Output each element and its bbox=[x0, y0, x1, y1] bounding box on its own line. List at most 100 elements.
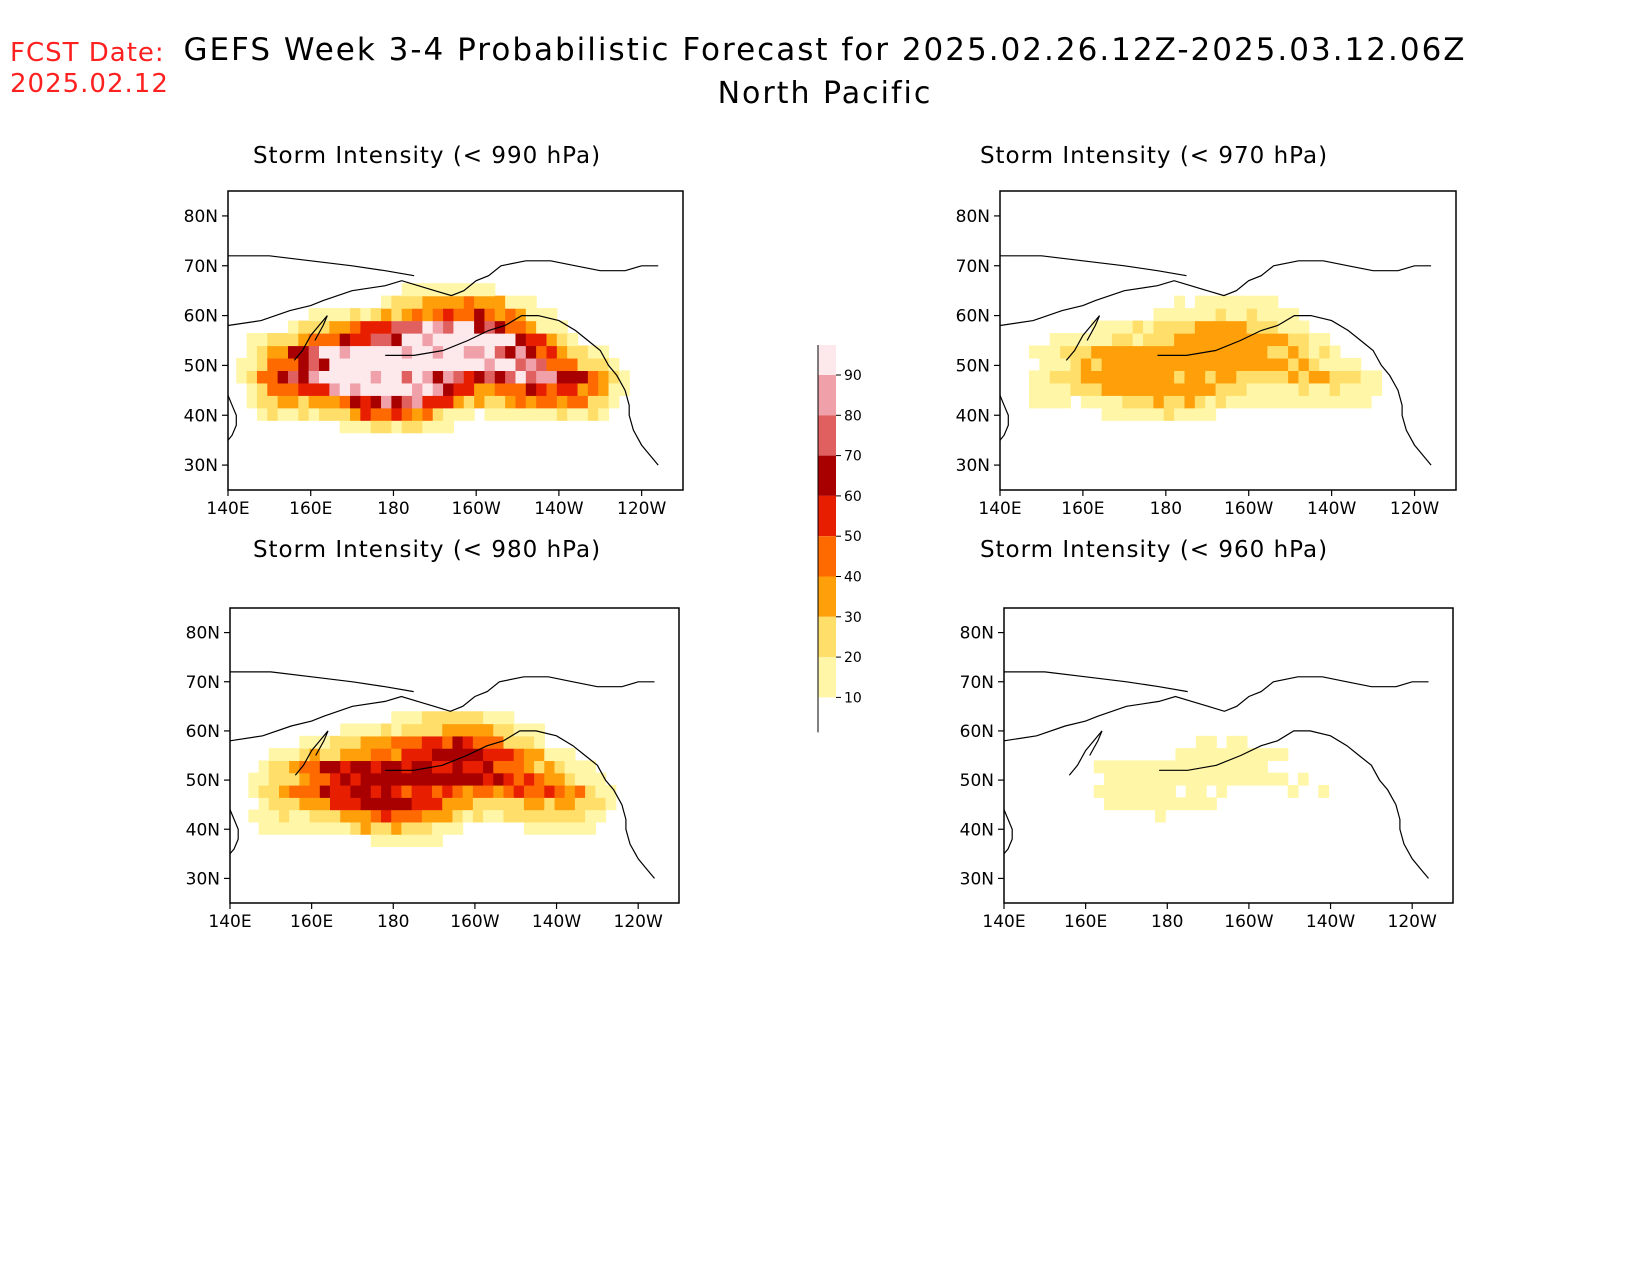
heat-cell bbox=[1111, 320, 1123, 334]
heat-cell bbox=[360, 772, 372, 786]
colorbar-top-cap bbox=[818, 345, 836, 375]
heat-cell bbox=[483, 748, 494, 762]
heat-cell bbox=[493, 711, 505, 725]
heat-cell bbox=[350, 407, 361, 421]
y-tick-label: 30N bbox=[184, 456, 218, 476]
heat-cell bbox=[422, 283, 434, 297]
heat-cell bbox=[442, 760, 454, 774]
heat-cell bbox=[484, 295, 496, 309]
heat-cell bbox=[391, 772, 403, 786]
heat-cell bbox=[421, 809, 433, 823]
heat-cell bbox=[278, 785, 290, 798]
heat-cell bbox=[401, 295, 413, 309]
heat-cell bbox=[422, 395, 434, 409]
heat-cell bbox=[319, 382, 330, 396]
heat-cell bbox=[1029, 345, 1040, 359]
heat-cell bbox=[370, 748, 382, 762]
colorbar-bin bbox=[818, 495, 836, 537]
colorbar-bin bbox=[818, 536, 836, 577]
heat-cell bbox=[370, 320, 382, 334]
heat-cell bbox=[412, 420, 424, 434]
heat-cell bbox=[1236, 370, 1248, 384]
heat-cell bbox=[401, 395, 413, 409]
heat-cell bbox=[432, 420, 444, 434]
heat-cell bbox=[505, 320, 517, 334]
heat-cell bbox=[1163, 308, 1175, 322]
heat-cell bbox=[1175, 760, 1187, 774]
heat-field-2 bbox=[248, 711, 617, 848]
heat-cell bbox=[474, 308, 486, 322]
heat-cell bbox=[534, 809, 545, 823]
heat-cell bbox=[1143, 320, 1154, 334]
heat-cell bbox=[360, 370, 372, 384]
heat-cell bbox=[1143, 333, 1154, 347]
heat-cell bbox=[472, 735, 484, 749]
heat-cell bbox=[381, 308, 392, 322]
heat-cell bbox=[319, 748, 331, 762]
heat-cell bbox=[595, 785, 607, 798]
heat-cell bbox=[472, 748, 484, 762]
heat-cell bbox=[1049, 382, 1061, 396]
heat-cell bbox=[513, 797, 525, 811]
heat-cell bbox=[1101, 382, 1113, 396]
panel-title-980: Storm Intensity (< 980 hPa) bbox=[252, 537, 602, 563]
heat-cell bbox=[1257, 760, 1268, 774]
heat-cell bbox=[443, 345, 455, 359]
heat-cell bbox=[1184, 357, 1196, 371]
coast-line bbox=[1065, 315, 1101, 361]
heat-cell bbox=[442, 821, 454, 835]
coastline-3 bbox=[1003, 671, 1429, 879]
coastline-0 bbox=[227, 255, 659, 466]
heat-cell bbox=[1184, 395, 1196, 409]
x-tick-label: 140E bbox=[978, 499, 1021, 519]
heat-cell bbox=[525, 320, 537, 334]
y-tick-label: 60N bbox=[184, 307, 218, 327]
heat-cell bbox=[494, 345, 506, 359]
heat-cell bbox=[391, 760, 403, 774]
heat-cell bbox=[370, 357, 382, 371]
colorbar-label: 40 bbox=[844, 570, 862, 586]
heat-cell bbox=[1153, 320, 1165, 334]
colorbar-bin bbox=[818, 455, 836, 496]
heat-cell bbox=[1236, 308, 1248, 322]
heat-cell bbox=[319, 821, 331, 835]
x-tick-label: 160E bbox=[289, 499, 332, 519]
heat-cell bbox=[391, 711, 403, 725]
heat-cell bbox=[1236, 772, 1248, 786]
heat-cell bbox=[411, 723, 423, 737]
heat-cell bbox=[1039, 370, 1051, 384]
heat-cell bbox=[564, 748, 576, 762]
heat-cell bbox=[1298, 370, 1310, 384]
heat-cell bbox=[432, 809, 443, 823]
heat-cell bbox=[1298, 333, 1310, 347]
heat-cell bbox=[360, 308, 372, 322]
heat-cell bbox=[350, 382, 361, 396]
heat-cell bbox=[1226, 772, 1238, 786]
heat-cell bbox=[443, 407, 455, 421]
x-tick-label: 140E bbox=[206, 499, 249, 519]
heat-cell bbox=[494, 382, 506, 396]
heat-cell bbox=[370, 370, 382, 384]
heat-cell bbox=[483, 809, 494, 823]
heat-cell bbox=[309, 797, 321, 811]
heat-cell bbox=[381, 357, 392, 371]
heat-cell bbox=[494, 333, 506, 347]
heat-cell bbox=[268, 821, 280, 835]
heat-cell bbox=[381, 333, 392, 347]
heat-cell bbox=[360, 785, 372, 798]
heat-cell bbox=[432, 395, 444, 409]
heat-cell bbox=[248, 809, 260, 823]
heat-cell bbox=[1165, 785, 1177, 798]
heat-cell bbox=[1144, 772, 1156, 786]
map-frame-1 bbox=[999, 190, 1457, 491]
heat-cell bbox=[598, 407, 610, 421]
heat-cell bbox=[246, 395, 258, 409]
heat-cell bbox=[391, 345, 403, 359]
heat-cell bbox=[463, 320, 475, 334]
coast-line bbox=[227, 395, 237, 441]
x-tick-label: 160W bbox=[1224, 912, 1273, 932]
heat-cell bbox=[350, 735, 362, 749]
heat-cell bbox=[1184, 407, 1196, 421]
heat-cell bbox=[577, 395, 589, 409]
coast-line bbox=[228, 255, 415, 277]
